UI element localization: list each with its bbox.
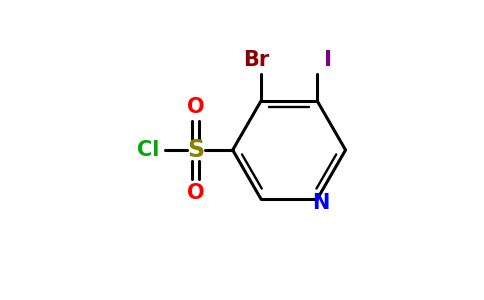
Text: O: O [187, 97, 205, 117]
Text: Cl: Cl [137, 140, 159, 160]
Text: S: S [187, 138, 204, 162]
Text: O: O [187, 183, 205, 203]
Text: Br: Br [243, 50, 269, 70]
Text: I: I [324, 50, 332, 70]
Text: N: N [313, 193, 330, 213]
